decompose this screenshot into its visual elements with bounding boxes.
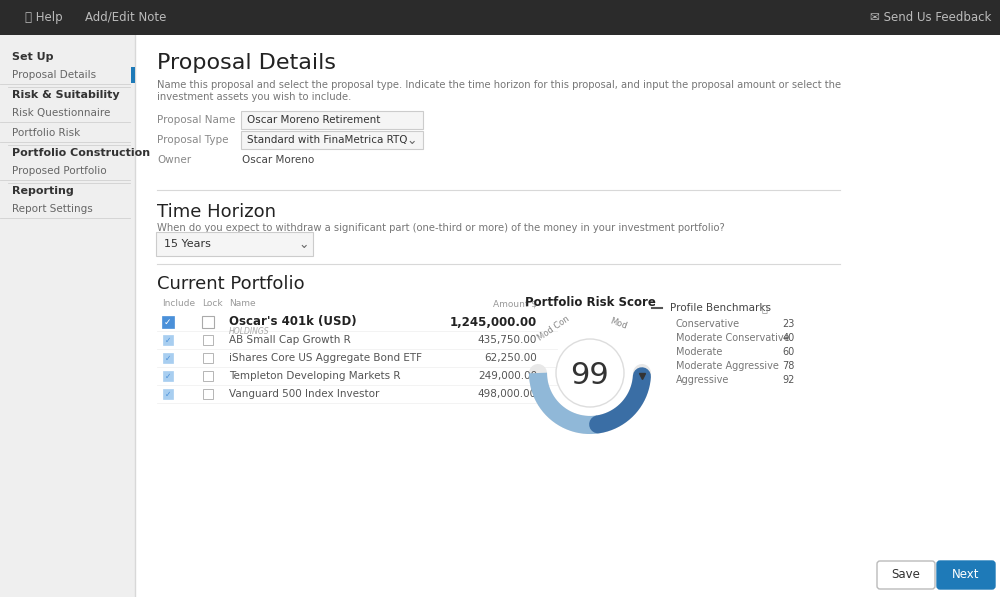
Text: Templeton Developing Markets R: Templeton Developing Markets R <box>229 371 400 381</box>
Circle shape <box>556 339 624 407</box>
Text: Portfolio Construction: Portfolio Construction <box>12 148 150 158</box>
Text: 99: 99 <box>571 362 609 390</box>
Text: Vanguard 500 Index Investor: Vanguard 500 Index Investor <box>229 389 379 399</box>
Text: Name: Name <box>229 300 256 309</box>
Text: Proposed Portfolio: Proposed Portfolio <box>12 166 107 176</box>
Text: ⓘ: ⓘ <box>762 303 768 313</box>
Text: ✓: ✓ <box>165 389 171 399</box>
Text: 435,750.00: 435,750.00 <box>478 335 537 345</box>
Text: Lock: Lock <box>202 300 223 309</box>
Text: Save: Save <box>892 568 920 581</box>
Text: 40: 40 <box>783 333 795 343</box>
Text: Add/Edit Note: Add/Edit Note <box>85 11 166 24</box>
Text: Next: Next <box>952 568 980 581</box>
FancyBboxPatch shape <box>877 561 935 589</box>
Text: Standard with FinaMetrica RTQ: Standard with FinaMetrica RTQ <box>247 135 408 145</box>
FancyBboxPatch shape <box>937 561 995 589</box>
Text: Proposal Type: Proposal Type <box>157 135 228 145</box>
FancyBboxPatch shape <box>203 335 213 345</box>
Text: Current Portfolio: Current Portfolio <box>157 275 305 293</box>
Text: Time Horizon: Time Horizon <box>157 203 276 221</box>
Text: Name this proposal and select the proposal type. Indicate the time horizon for t: Name this proposal and select the propos… <box>157 80 841 90</box>
FancyBboxPatch shape <box>203 353 213 364</box>
Text: When do you expect to withdraw a significant part (one-third or more) of the mon: When do you expect to withdraw a signifi… <box>157 223 725 233</box>
Text: 23: 23 <box>783 319 795 329</box>
Text: Portfolio Risk: Portfolio Risk <box>12 128 80 138</box>
Text: ✓: ✓ <box>165 336 171 344</box>
Text: Reporting: Reporting <box>12 186 74 196</box>
FancyBboxPatch shape <box>203 371 213 381</box>
FancyBboxPatch shape <box>156 232 313 256</box>
FancyBboxPatch shape <box>163 371 173 381</box>
Text: AB Small Cap Growth R: AB Small Cap Growth R <box>229 335 351 345</box>
Text: Proposal Details: Proposal Details <box>157 53 336 73</box>
FancyBboxPatch shape <box>202 316 214 328</box>
Text: ⌄: ⌄ <box>407 134 417 146</box>
Text: Risk & Suitability: Risk & Suitability <box>12 90 120 100</box>
Text: Oscar Moreno: Oscar Moreno <box>242 155 314 165</box>
Text: 1,245,000.00: 1,245,000.00 <box>450 315 537 328</box>
Text: ✓: ✓ <box>165 371 171 380</box>
FancyBboxPatch shape <box>0 35 135 597</box>
Text: ✓: ✓ <box>165 353 171 362</box>
Text: Risk Questionnaire: Risk Questionnaire <box>12 108 110 118</box>
Text: 249,000.00: 249,000.00 <box>478 371 537 381</box>
Text: Proposal Details: Proposal Details <box>12 70 96 80</box>
Text: Moderate Conservative: Moderate Conservative <box>676 333 790 343</box>
Text: 60: 60 <box>783 347 795 357</box>
FancyBboxPatch shape <box>163 353 173 364</box>
Text: ✓: ✓ <box>164 318 171 327</box>
Text: 498,000.00: 498,000.00 <box>478 389 537 399</box>
Text: Include: Include <box>162 300 195 309</box>
FancyBboxPatch shape <box>163 389 173 399</box>
FancyBboxPatch shape <box>131 67 135 83</box>
Text: Aggressive: Aggressive <box>676 375 729 385</box>
Text: Portfolio Risk Score: Portfolio Risk Score <box>525 296 655 309</box>
FancyBboxPatch shape <box>203 389 213 399</box>
Text: 15 Years: 15 Years <box>164 239 211 249</box>
Text: Moderate: Moderate <box>676 347 722 357</box>
FancyBboxPatch shape <box>0 0 1000 35</box>
Text: HOLDINGS: HOLDINGS <box>229 328 270 337</box>
FancyBboxPatch shape <box>163 335 173 345</box>
Text: Mod: Mod <box>609 316 628 331</box>
Text: Profile Benchmarks: Profile Benchmarks <box>670 303 771 313</box>
Text: ✉ Send Us Feedback: ✉ Send Us Feedback <box>870 11 991 24</box>
Text: Owner: Owner <box>157 155 191 165</box>
Text: Oscar Moreno Retirement: Oscar Moreno Retirement <box>247 115 380 125</box>
Text: investment assets you wish to include.: investment assets you wish to include. <box>157 92 351 102</box>
Text: Amount $: Amount $ <box>493 300 537 309</box>
Text: Conservative: Conservative <box>676 319 740 329</box>
FancyBboxPatch shape <box>241 111 423 129</box>
Text: 92: 92 <box>783 375 795 385</box>
Text: 78: 78 <box>783 361 795 371</box>
Text: 62,250.00: 62,250.00 <box>484 353 537 363</box>
FancyBboxPatch shape <box>241 131 423 149</box>
Text: Proposal Name: Proposal Name <box>157 115 235 125</box>
Text: Moderate Aggressive: Moderate Aggressive <box>676 361 779 371</box>
Text: Report Settings: Report Settings <box>12 204 93 214</box>
Text: Mod Con: Mod Con <box>536 315 571 343</box>
Text: Set Up: Set Up <box>12 52 54 62</box>
FancyBboxPatch shape <box>135 35 1000 597</box>
Text: iShares Core US Aggregate Bond ETF: iShares Core US Aggregate Bond ETF <box>229 353 422 363</box>
Text: ⌄: ⌄ <box>299 238 309 251</box>
FancyBboxPatch shape <box>162 316 174 328</box>
Text: ⓘ Help: ⓘ Help <box>25 11 63 24</box>
Text: Oscar's 401k (USD): Oscar's 401k (USD) <box>229 315 357 328</box>
